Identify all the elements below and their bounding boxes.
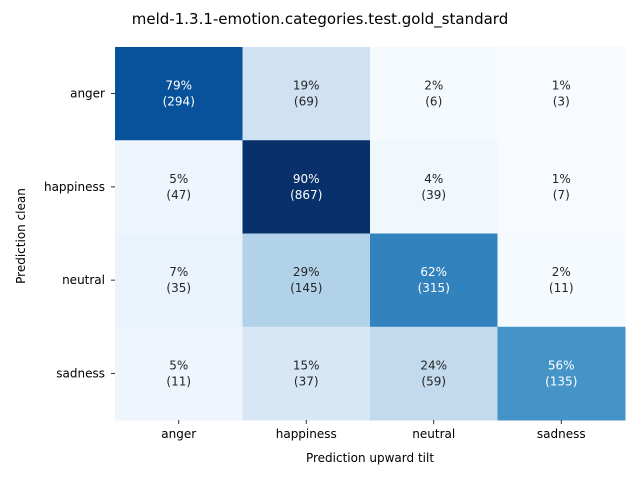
cell-percent-label: 24% [420, 358, 447, 372]
cell-count-label: (69) [294, 95, 319, 109]
chart-title: meld-1.3.1-emotion.categories.test.gold_… [132, 10, 508, 29]
cell-percent-label: 15% [293, 358, 320, 372]
y-tick-label: happiness [44, 180, 105, 194]
heatmap-cell [242, 233, 371, 328]
x-axis: anger happiness neutral sadness [161, 420, 586, 441]
y-axis: anger happiness neutral sadness [44, 87, 115, 380]
heatmap-cell [497, 233, 626, 328]
heatmap-cell [115, 326, 243, 421]
cell-percent-label: 5% [169, 172, 188, 186]
heatmap-cell [242, 140, 371, 234]
y-tick-label: sadness [56, 366, 105, 380]
cell-count-label: (6) [425, 95, 442, 109]
cell-count-label: (315) [418, 281, 450, 295]
heatmap-cell [497, 326, 626, 421]
cell-percent-label: 19% [293, 79, 320, 93]
heatmap-cell [115, 233, 243, 328]
heatmap-cell [370, 140, 498, 234]
cell-percent-label: 2% [424, 79, 443, 93]
cell-count-label: (294) [163, 95, 195, 109]
cell-count-label: (35) [166, 281, 191, 295]
cell-count-label: (7) [553, 188, 570, 202]
cell-percent-label: 79% [165, 79, 192, 93]
heatmap-cell [370, 233, 498, 328]
cell-count-label: (39) [421, 188, 446, 202]
cell-count-label: (59) [421, 374, 446, 388]
cell-percent-label: 5% [169, 358, 188, 372]
cell-percent-label: 56% [548, 358, 575, 372]
x-tick-label: sadness [537, 427, 586, 441]
cell-percent-label: 4% [424, 172, 443, 186]
x-tick-label: happiness [276, 427, 337, 441]
heatmap-cell [497, 140, 626, 234]
heatmap-cell [242, 326, 371, 421]
heatmap-grid: 79% (294) 19% (69) 2% (6) 1% (3) 5% (47) 90% (867) 4… [115, 47, 626, 421]
cell-percent-label: 1% [552, 172, 571, 186]
cell-percent-label: 1% [552, 79, 571, 93]
cell-percent-label: 7% [169, 265, 188, 279]
heatmap-cell [115, 47, 243, 141]
cell-percent-label: 90% [293, 172, 320, 186]
y-tick-label: anger [70, 87, 105, 101]
x-axis-label: Prediction upward tilt [306, 451, 434, 465]
cell-count-label: (145) [290, 281, 322, 295]
heatmap-cell [242, 47, 371, 141]
heatmap-cell [115, 140, 243, 234]
cell-percent-label: 29% [293, 265, 320, 279]
cell-percent-label: 62% [420, 265, 447, 279]
cell-count-label: (867) [290, 188, 322, 202]
cell-count-label: (37) [294, 374, 319, 388]
cell-count-label: (11) [166, 374, 191, 388]
cell-count-label: (3) [553, 95, 570, 109]
y-axis-label: Prediction clean [14, 188, 28, 284]
cell-count-label: (11) [549, 281, 574, 295]
heatmap-cell [370, 47, 498, 141]
heatmap-cell [370, 326, 498, 421]
x-tick-label: anger [161, 427, 196, 441]
y-tick-label: neutral [62, 273, 105, 287]
heatmap-cell [497, 47, 626, 141]
cell-count-label: (47) [166, 188, 191, 202]
cell-count-label: (135) [545, 374, 577, 388]
x-tick-label: neutral [412, 427, 455, 441]
cell-percent-label: 2% [552, 265, 571, 279]
